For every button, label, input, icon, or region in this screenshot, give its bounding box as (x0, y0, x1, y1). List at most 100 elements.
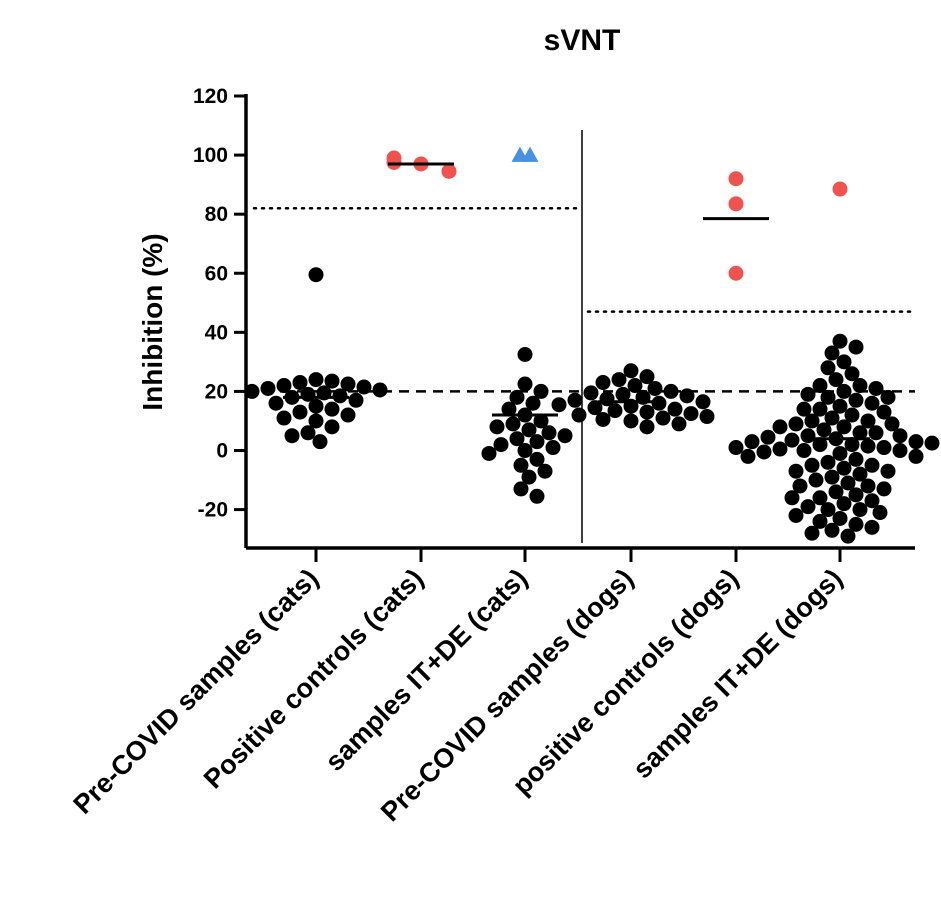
data-point (796, 401, 812, 417)
data-point (860, 438, 876, 454)
data-point (876, 404, 892, 420)
data-point (828, 372, 844, 388)
data-point (852, 378, 868, 394)
data-point (583, 385, 599, 401)
data-point (848, 487, 864, 503)
data-point (551, 397, 567, 413)
data-point (489, 419, 505, 435)
data-point (848, 516, 864, 532)
data-point (820, 360, 836, 376)
data-point (832, 398, 848, 414)
data-point (244, 383, 260, 399)
reference-lines (246, 130, 917, 543)
data-point (529, 488, 545, 504)
data-point (824, 345, 840, 361)
data-point (595, 411, 611, 427)
data-point (308, 398, 324, 414)
data-point (868, 425, 884, 441)
data-point (824, 522, 840, 538)
data-point (816, 422, 832, 438)
data-point (683, 406, 699, 422)
data-point (284, 428, 300, 444)
data-point (372, 382, 388, 398)
data-point (836, 419, 852, 435)
data-point (517, 443, 533, 459)
data-point (308, 372, 324, 388)
data-point (840, 475, 856, 491)
data-point (276, 378, 292, 394)
data-point (860, 478, 876, 494)
data-point (796, 443, 812, 459)
data-point (788, 416, 804, 432)
data-point (517, 376, 533, 392)
data-point (892, 443, 908, 459)
data-point (844, 407, 860, 423)
data-point (852, 425, 868, 441)
data-point (812, 437, 828, 453)
data-point (312, 434, 328, 450)
data-point (513, 481, 529, 497)
data-point (908, 434, 924, 450)
data-point (623, 363, 639, 379)
data-point (340, 407, 356, 423)
data-point (308, 413, 324, 429)
data-point (832, 445, 848, 461)
data-point (324, 373, 340, 389)
data-point (481, 445, 497, 461)
data-point (541, 425, 557, 441)
data-point (533, 413, 549, 429)
data-point (728, 196, 744, 212)
data-point (848, 339, 864, 355)
data-point (525, 395, 541, 411)
x-tick-label: samples IT+DE (cats) (319, 563, 533, 777)
data-point (647, 380, 663, 396)
data-point (812, 378, 828, 394)
data-point (537, 463, 553, 479)
data-point (292, 375, 308, 391)
data-point (627, 378, 643, 394)
data-point (772, 441, 788, 457)
mean-lines (283, 162, 870, 441)
data-point (808, 472, 824, 488)
data-point (276, 410, 292, 426)
data-point (784, 490, 800, 506)
data-point (517, 346, 533, 362)
chart-title: sVNT (544, 24, 621, 57)
data-point (493, 437, 509, 453)
data-point (840, 528, 856, 544)
data-point (836, 354, 852, 370)
x-tick-label: samples IT+DE (dogs) (627, 563, 848, 784)
y-axis-label: Inhibition (%) (137, 233, 168, 410)
data-point (864, 493, 880, 509)
data-point (812, 513, 828, 529)
data-point (529, 451, 545, 467)
data-point (679, 388, 695, 404)
data-point (695, 394, 711, 410)
data-point (521, 422, 537, 438)
data-point (792, 478, 808, 494)
data-point (852, 466, 868, 482)
y-tick-label: 20 (205, 380, 228, 403)
y-tick-label: 40 (205, 321, 228, 344)
data-point (744, 434, 760, 450)
y-tick-label: 60 (205, 262, 228, 285)
data-point (639, 369, 655, 385)
data-point (836, 496, 852, 512)
data-point (667, 401, 683, 417)
data-point (324, 401, 340, 417)
data-point (848, 392, 864, 408)
data-point (880, 463, 896, 479)
data-point (639, 419, 655, 435)
data-point (324, 419, 340, 435)
data-point (340, 376, 356, 392)
data-points (244, 146, 940, 544)
data-point (268, 395, 284, 411)
data-point (812, 490, 828, 506)
data-point (876, 481, 892, 497)
data-point (533, 383, 549, 399)
data-point (740, 448, 756, 464)
data-point (501, 401, 517, 417)
data-point (812, 401, 828, 417)
data-point (820, 389, 836, 405)
